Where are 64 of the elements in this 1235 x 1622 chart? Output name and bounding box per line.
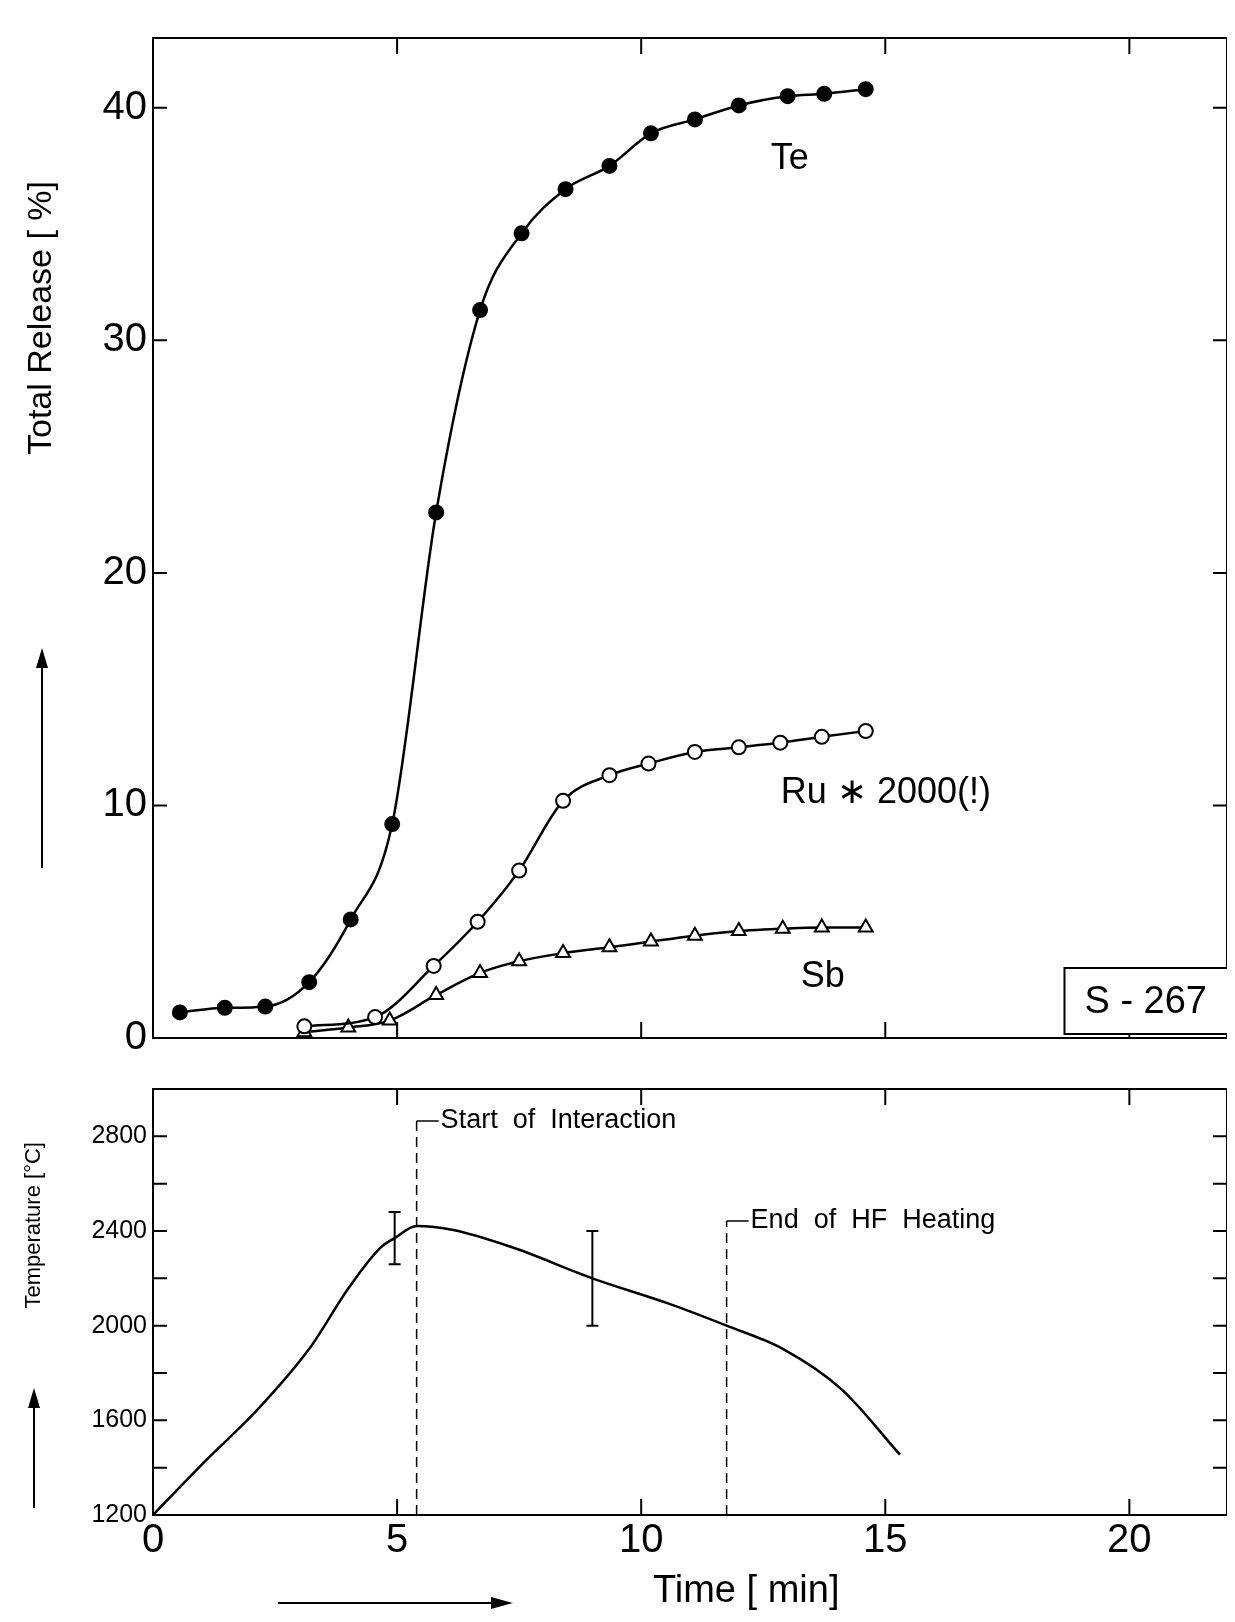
annotation: S - 267 xyxy=(1084,979,1208,1022)
point xyxy=(601,767,618,784)
y-tick-label: 1600 xyxy=(91,1404,147,1433)
point xyxy=(511,952,528,967)
point xyxy=(813,918,830,933)
point xyxy=(642,125,659,142)
point xyxy=(813,728,830,745)
point xyxy=(779,88,796,105)
x-axis-title: Time [ min] xyxy=(652,1568,840,1611)
y-tick-label: 20 xyxy=(102,547,147,592)
point xyxy=(730,922,747,937)
y-tick-label: 2000 xyxy=(91,1309,147,1338)
point xyxy=(640,755,657,772)
point xyxy=(469,913,486,930)
point xyxy=(857,81,874,98)
point xyxy=(296,1018,313,1035)
point xyxy=(730,97,747,114)
x-tick-label: 20 xyxy=(1107,1516,1152,1561)
point xyxy=(601,938,618,953)
point xyxy=(557,181,574,198)
point xyxy=(774,919,791,934)
point xyxy=(472,963,489,978)
x-tick-label: 10 xyxy=(618,1516,664,1561)
point xyxy=(772,734,789,751)
point xyxy=(857,918,874,933)
y-tick-label: 0 xyxy=(124,1013,147,1058)
point xyxy=(857,723,874,740)
point xyxy=(686,743,703,760)
point xyxy=(686,926,703,941)
point xyxy=(511,862,528,879)
point xyxy=(643,932,659,947)
y-axis-title: Temperature [°C] xyxy=(20,1142,46,1309)
series-label: Ru ∗ 2000(!) xyxy=(780,769,992,811)
point xyxy=(601,157,618,174)
point xyxy=(428,985,445,1000)
y-tick-label: 2800 xyxy=(91,1120,147,1149)
series-label: Te xyxy=(770,136,809,178)
y-tick-label: 10 xyxy=(102,780,147,825)
point xyxy=(301,974,318,991)
point xyxy=(384,816,401,833)
point xyxy=(381,1011,398,1026)
point xyxy=(425,957,442,974)
y-tick-label: 30 xyxy=(102,315,147,360)
ref-line-label: End of HF Heating xyxy=(750,1204,996,1235)
series-label: Sb xyxy=(800,954,845,996)
point xyxy=(342,911,359,928)
point xyxy=(730,739,747,756)
point xyxy=(428,504,445,521)
point xyxy=(686,111,703,128)
y-tick-label: 40 xyxy=(102,82,147,127)
point xyxy=(816,85,833,102)
x-tick-label: 15 xyxy=(863,1516,908,1561)
y-axis-title: Total Release [ %] xyxy=(20,180,59,456)
point xyxy=(367,1009,384,1026)
y-tick-label: 2400 xyxy=(91,1214,147,1243)
point xyxy=(472,302,489,319)
point xyxy=(555,944,571,959)
point xyxy=(216,999,233,1016)
point xyxy=(513,225,530,242)
x-tick-label: 5 xyxy=(385,1516,409,1561)
point xyxy=(171,1004,188,1021)
point xyxy=(555,792,572,809)
point xyxy=(257,998,274,1015)
ref-line-label: Start of Interaction xyxy=(440,1104,677,1135)
